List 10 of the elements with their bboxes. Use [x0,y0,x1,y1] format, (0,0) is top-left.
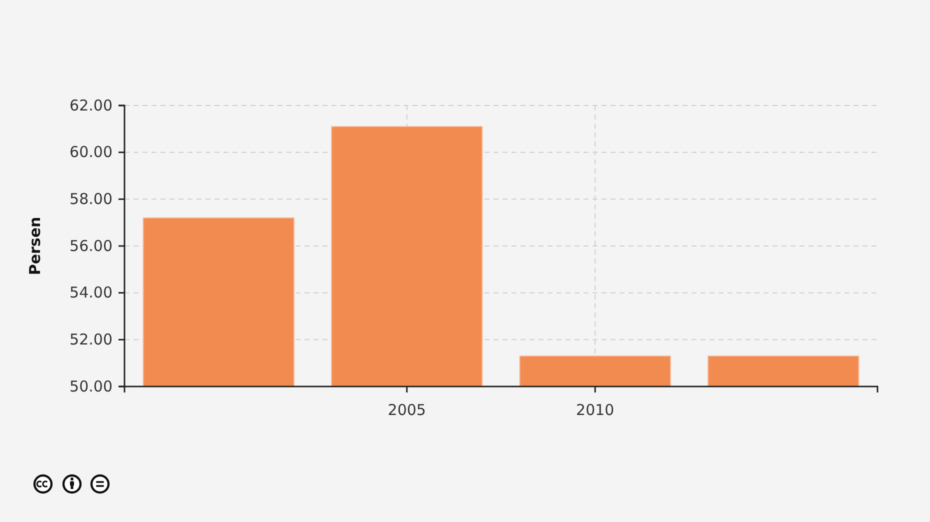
y-tick-label: 60.00 [70,143,112,162]
x-tick-label: 2010 [576,401,614,420]
y-tick-label: 56.00 [70,236,112,255]
y-tick-label: 54.00 [70,284,112,302]
y-tick-label: 58.00 [70,190,112,208]
y-tick-label: 52.00 [70,330,112,348]
y-tick-label: 50.00 [70,377,112,396]
x-tick-label: 2005 [388,401,426,420]
y-tick-label: 62.00 [70,96,112,114]
y-axis-title: Persen [26,216,44,276]
